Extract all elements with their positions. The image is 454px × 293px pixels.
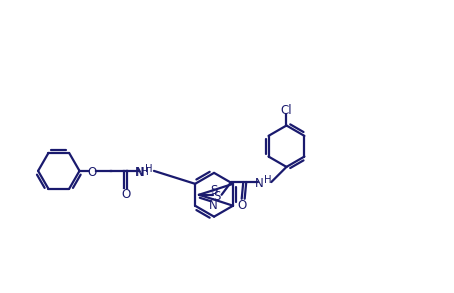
Text: H: H (141, 167, 149, 177)
Text: O: O (237, 199, 247, 212)
Text: H: H (145, 164, 153, 174)
Text: O: O (121, 188, 130, 201)
Text: N: N (135, 166, 143, 179)
Text: N: N (136, 166, 144, 179)
Text: N: N (208, 199, 217, 212)
Text: N: N (255, 177, 263, 190)
Text: S: S (213, 190, 221, 203)
Text: S: S (210, 184, 218, 197)
Text: H: H (264, 175, 272, 185)
Text: Cl: Cl (281, 104, 292, 117)
Text: O: O (88, 166, 97, 179)
